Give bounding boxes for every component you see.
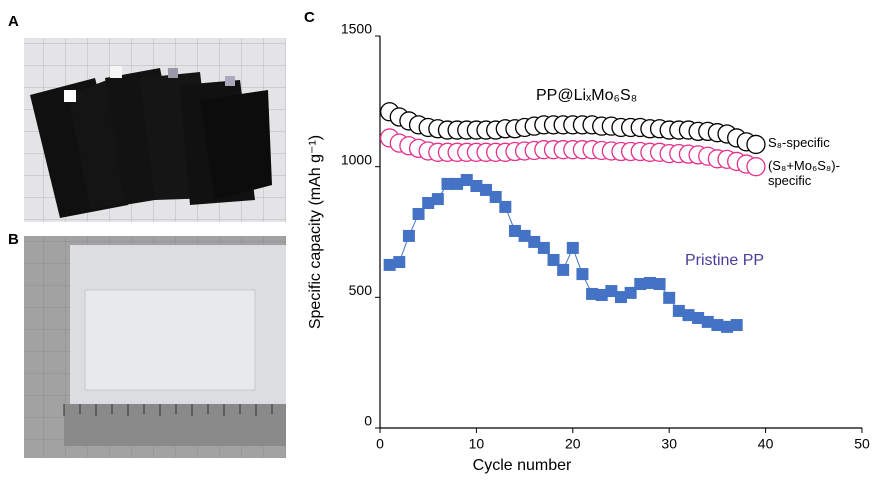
y-tick-label: 0 bbox=[364, 413, 372, 429]
y-tick-label: 500 bbox=[349, 282, 373, 298]
marker bbox=[566, 241, 579, 254]
marker bbox=[518, 229, 531, 242]
marker bbox=[528, 235, 541, 248]
series-label: Pristine PP bbox=[684, 251, 765, 269]
marker bbox=[653, 278, 666, 291]
series-label: S₈-specific bbox=[767, 135, 830, 151]
marker bbox=[402, 229, 415, 242]
marker bbox=[460, 173, 473, 186]
marker bbox=[412, 207, 425, 220]
x-tick-label: 40 bbox=[758, 436, 774, 452]
marker bbox=[682, 309, 695, 322]
marker bbox=[643, 276, 656, 289]
marker bbox=[746, 134, 766, 155]
y-tick-label: 1500 bbox=[341, 21, 372, 37]
series-label: (S₈+Mo₆S₈)-specific bbox=[767, 157, 840, 188]
marker bbox=[393, 256, 406, 269]
marker bbox=[422, 196, 435, 209]
marker bbox=[489, 190, 502, 203]
marker bbox=[586, 287, 599, 300]
marker bbox=[595, 288, 608, 301]
marker bbox=[615, 291, 627, 304]
marker bbox=[383, 258, 396, 271]
photo-a bbox=[24, 38, 286, 222]
panel-label: C bbox=[304, 9, 315, 26]
marker bbox=[692, 311, 705, 324]
annotation: PP@LiₓMo₆S₈ bbox=[536, 87, 637, 104]
marker bbox=[634, 278, 647, 291]
marker bbox=[711, 319, 724, 332]
marker bbox=[499, 200, 512, 213]
marker bbox=[557, 263, 570, 276]
marker bbox=[441, 177, 454, 190]
marker bbox=[746, 157, 766, 177]
photo-b bbox=[24, 236, 286, 458]
x-tick-label: 50 bbox=[854, 436, 870, 452]
x-axis-label: Cycle number bbox=[473, 457, 572, 474]
marker bbox=[730, 319, 743, 332]
marker bbox=[470, 180, 483, 193]
marker bbox=[537, 241, 550, 254]
marker bbox=[451, 177, 464, 190]
marker bbox=[508, 224, 521, 237]
marker bbox=[672, 304, 685, 317]
y-axis-label: Specific capacity (mAh g⁻¹) bbox=[307, 135, 324, 329]
panel-label: A bbox=[8, 13, 19, 30]
marker bbox=[431, 193, 444, 206]
marker bbox=[624, 286, 637, 299]
marker bbox=[605, 285, 618, 298]
x-tick-label: 20 bbox=[565, 436, 581, 452]
x-tick-label: 0 bbox=[376, 436, 384, 452]
marker bbox=[547, 253, 560, 266]
marker bbox=[701, 315, 714, 328]
marker bbox=[480, 183, 493, 196]
x-tick-label: 30 bbox=[661, 436, 677, 452]
panel-label: B bbox=[8, 231, 19, 248]
x-tick-label: 10 bbox=[469, 436, 485, 452]
y-tick-label: 1000 bbox=[341, 151, 372, 167]
marker bbox=[663, 291, 676, 304]
marker bbox=[721, 320, 734, 333]
marker bbox=[576, 268, 589, 281]
